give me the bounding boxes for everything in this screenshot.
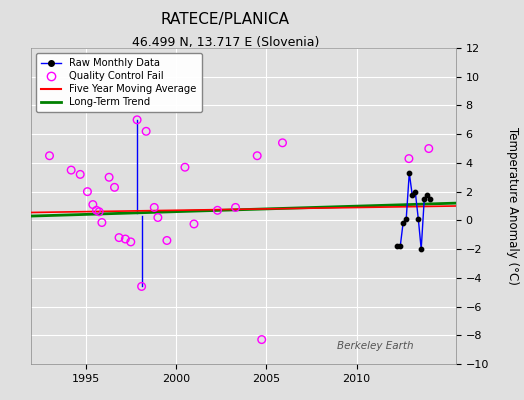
Point: [89, 201, 97, 208]
Point: [423, 191, 432, 198]
Point: [111, 184, 119, 190]
Point: [67, 167, 75, 173]
Point: [154, 214, 162, 221]
Point: [231, 204, 239, 211]
Point: [97, 219, 106, 226]
Point: [414, 216, 422, 222]
Point: [115, 234, 123, 241]
Point: [257, 336, 266, 343]
Point: [253, 152, 261, 159]
Point: [405, 156, 413, 162]
Point: [405, 170, 413, 176]
Point: [399, 219, 407, 226]
Point: [411, 188, 419, 195]
Point: [420, 196, 429, 202]
Point: [417, 246, 425, 252]
Point: [137, 283, 146, 290]
Point: [163, 237, 171, 244]
Point: [426, 196, 434, 202]
Point: [142, 128, 150, 134]
Point: [127, 239, 135, 245]
Text: RATECE/PLANICA: RATECE/PLANICA: [161, 12, 290, 27]
Point: [133, 117, 141, 123]
Point: [95, 208, 103, 215]
Point: [92, 207, 101, 214]
Point: [76, 171, 84, 178]
Point: [408, 191, 417, 198]
Point: [190, 221, 198, 227]
Point: [45, 152, 53, 159]
Text: 46.499 N, 13.717 E (Slovenia): 46.499 N, 13.717 E (Slovenia): [132, 36, 319, 49]
Point: [393, 243, 401, 250]
Point: [150, 204, 158, 211]
Text: Berkeley Earth: Berkeley Earth: [337, 341, 413, 351]
Point: [83, 188, 92, 195]
Point: [213, 207, 222, 214]
Point: [105, 174, 113, 180]
Point: [181, 164, 189, 170]
Point: [402, 216, 410, 222]
Legend: Raw Monthly Data, Quality Control Fail, Five Year Moving Average, Long-Term Tren: Raw Monthly Data, Quality Control Fail, …: [37, 53, 202, 112]
Point: [121, 236, 129, 242]
Point: [278, 140, 287, 146]
Y-axis label: Temperature Anomaly (°C): Temperature Anomaly (°C): [506, 127, 519, 285]
Point: [396, 243, 405, 250]
Point: [424, 145, 433, 152]
